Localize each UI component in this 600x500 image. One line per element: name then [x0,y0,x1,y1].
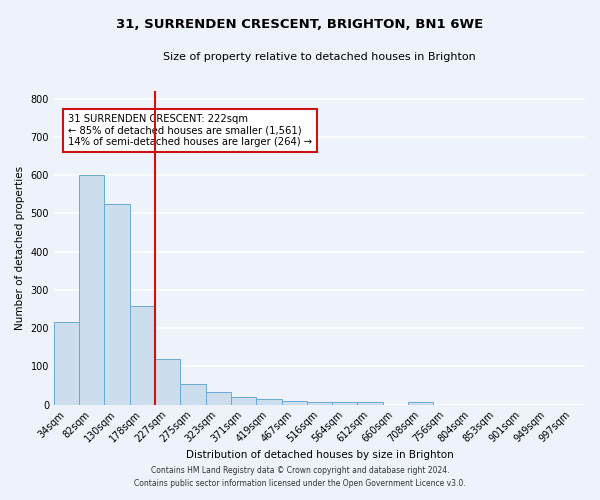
Text: 31 SURRENDEN CRESCENT: 222sqm
← 85% of detached houses are smaller (1,561)
14% o: 31 SURRENDEN CRESCENT: 222sqm ← 85% of d… [68,114,312,147]
X-axis label: Distribution of detached houses by size in Brighton: Distribution of detached houses by size … [185,450,454,460]
Bar [307,402,332,404]
Bar [408,402,433,404]
Bar [54,322,79,404]
Bar [231,397,256,404]
Bar [358,402,383,404]
Bar [206,392,231,404]
Text: 31, SURRENDEN CRESCENT, BRIGHTON, BN1 6WE: 31, SURRENDEN CRESCENT, BRIGHTON, BN1 6W… [116,18,484,30]
Bar [281,401,307,404]
Bar [130,306,155,404]
Bar [181,384,206,404]
Y-axis label: Number of detached properties: Number of detached properties [15,166,25,330]
Title: Size of property relative to detached houses in Brighton: Size of property relative to detached ho… [163,52,476,62]
Bar [256,399,281,404]
Bar [332,402,358,404]
Text: Contains HM Land Registry data © Crown copyright and database right 2024.
Contai: Contains HM Land Registry data © Crown c… [134,466,466,487]
Bar [79,175,104,404]
Bar [155,360,181,405]
Bar [104,204,130,404]
